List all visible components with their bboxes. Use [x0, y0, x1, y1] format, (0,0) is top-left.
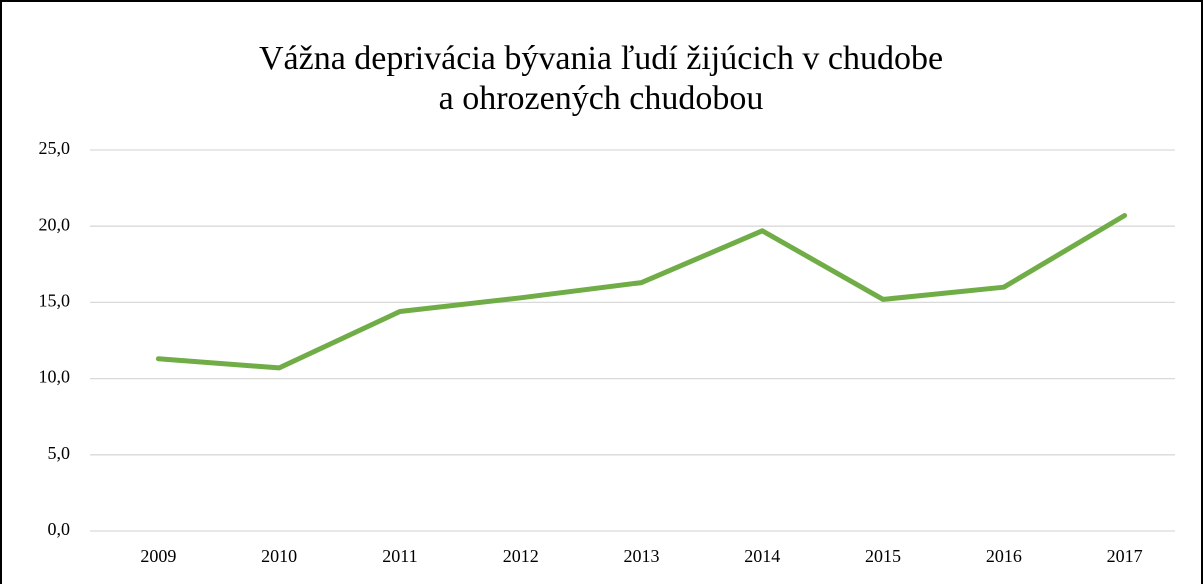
chart-title: Vážna deprivácia bývania ľudí žijúcich v… — [259, 40, 943, 77]
x-tick-label: 2011 — [382, 546, 417, 566]
x-tick-label: 2014 — [744, 546, 780, 566]
x-tick-label: 2013 — [624, 546, 660, 566]
y-tick-label: 20,0 — [39, 214, 71, 234]
y-tick-label: 25,0 — [39, 138, 71, 158]
chart-title: a ohrozených chudobou — [439, 80, 764, 117]
x-tick-label: 2015 — [865, 546, 901, 566]
x-tick-label: 2012 — [503, 546, 539, 566]
y-tick-label: 15,0 — [39, 291, 71, 311]
x-tick-label: 2009 — [140, 546, 176, 566]
y-tick-label: 5,0 — [48, 443, 71, 463]
x-tick-label: 2010 — [261, 546, 297, 566]
y-tick-label: 0,0 — [48, 519, 71, 539]
x-tick-label: 2017 — [1107, 546, 1143, 566]
y-tick-label: 10,0 — [39, 367, 71, 387]
x-tick-label: 2016 — [986, 546, 1022, 566]
data-line — [155, 213, 1128, 371]
